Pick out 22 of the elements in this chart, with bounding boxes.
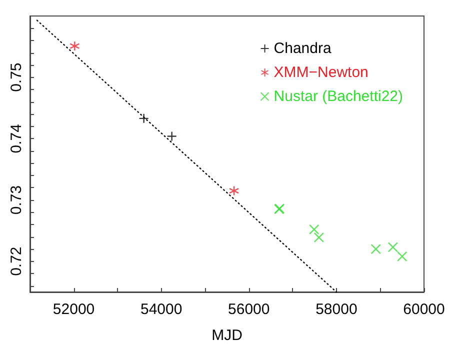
- x-tick-label: 54000: [140, 301, 182, 318]
- y-tick-label: 0.74: [8, 124, 25, 154]
- x-axis-title: MJD: [212, 327, 243, 344]
- y-tick-label: 0.73: [8, 185, 25, 215]
- legend-label: Nustar (Bachetti22): [274, 88, 404, 105]
- point: [388, 242, 398, 252]
- legend-label: XMM−Newton: [274, 64, 368, 81]
- y-tick-label: 0.72: [8, 246, 25, 276]
- y-tick-label: 0.75: [8, 62, 25, 92]
- point: [228, 186, 240, 196]
- x-tick-label: 56000: [228, 301, 270, 318]
- legend-label: Chandra: [274, 40, 332, 57]
- point: [314, 232, 324, 243]
- point: [70, 40, 80, 52]
- point: [138, 113, 149, 124]
- point: [370, 244, 381, 254]
- point: [309, 224, 320, 235]
- x-tick-label: 60000: [403, 301, 445, 318]
- point: [397, 251, 408, 262]
- x-tick-label: 58000: [316, 301, 358, 318]
- point: [166, 131, 177, 142]
- x-tick-label: 52000: [52, 301, 95, 318]
